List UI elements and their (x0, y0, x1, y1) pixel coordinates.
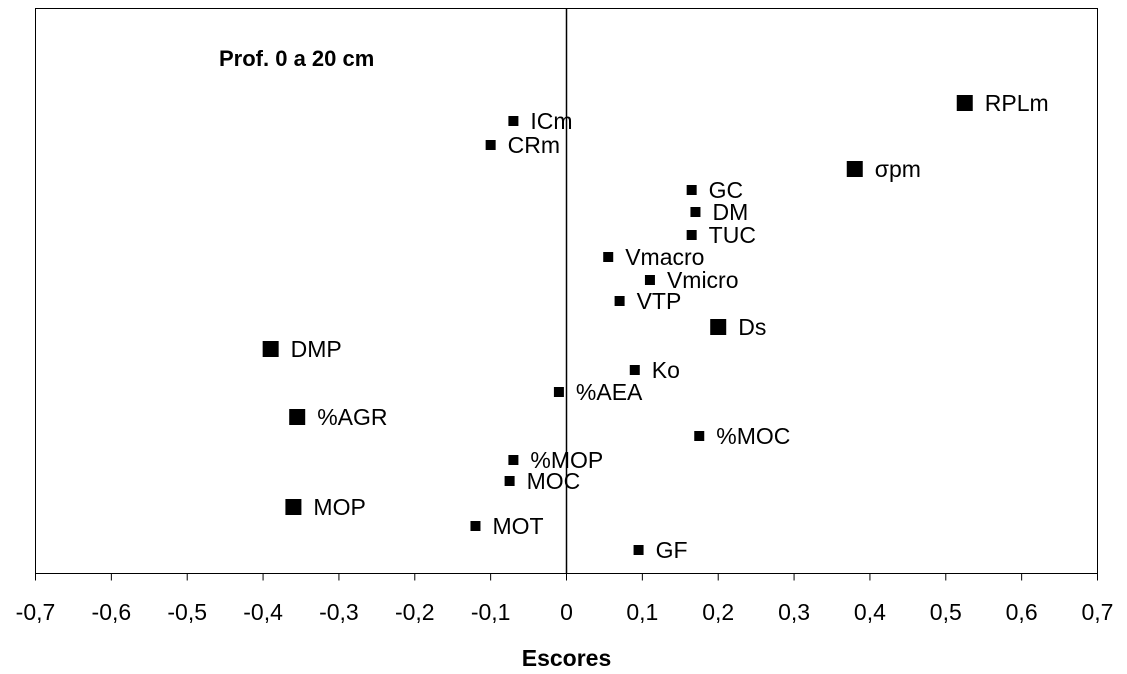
data-point-label: Ko (652, 357, 680, 383)
x-tick-label: -0,6 (92, 599, 132, 625)
data-point-label: GF (656, 537, 688, 563)
x-tick-label: 0,7 (1082, 599, 1114, 625)
x-tick-label: -0,3 (319, 599, 359, 625)
data-point-label: %AEA (576, 379, 643, 405)
data-point-marker (956, 95, 973, 111)
x-tick-label: -0,4 (243, 599, 283, 625)
data-point-label: Vmicro (667, 267, 739, 293)
data-point-marker (504, 476, 515, 486)
x-tick-label: -0,7 (16, 599, 56, 625)
data-point-label: DMP (291, 336, 342, 362)
x-tick-label: -0,5 (167, 599, 207, 625)
data-point-marker (289, 409, 306, 425)
x-tick-label: -0,1 (471, 599, 511, 625)
data-point-marker (508, 455, 519, 465)
data-point-label: RPLm (985, 90, 1049, 116)
data-point-marker (633, 545, 644, 555)
data-point-marker (629, 365, 640, 375)
data-point-marker (614, 296, 625, 306)
data-point-marker (686, 230, 697, 240)
data-point-label: σpm (875, 156, 921, 182)
data-point-marker (694, 431, 705, 441)
data-point-marker (470, 521, 481, 531)
data-point-marker (846, 161, 863, 177)
x-tick-label: 0,3 (778, 599, 810, 625)
x-axis: -0,7 -0,6 -0,5 -0,4 -0,3 -0,2 -0,1 0 0,1 0,2 0,3 0,… (16, 573, 1114, 625)
data-point-marker (262, 341, 279, 357)
x-tick-label: 0,4 (854, 599, 886, 625)
x-tick-label: -0,2 (395, 599, 435, 625)
data-point-marker (644, 275, 655, 285)
data-point-marker (686, 185, 697, 195)
x-axis-title: Escores (522, 645, 612, 671)
data-point-marker (603, 252, 614, 262)
data-point-label: Vmacro (625, 244, 704, 270)
data-point-label: MOP (313, 494, 365, 520)
data-point-marker (485, 140, 496, 150)
data-point-label: %AGR (317, 404, 387, 430)
x-tick-label: 0,5 (930, 599, 962, 625)
data-point-label: %MOP (530, 447, 603, 473)
data-point-label: GC (709, 177, 744, 203)
data-point-label: MOC (527, 468, 581, 494)
data-point-marker (553, 387, 564, 397)
data-point-label: CRm (508, 132, 560, 158)
data-point-marker (285, 499, 302, 515)
data-point-marker (710, 319, 727, 335)
data-point-label: %MOC (716, 423, 790, 449)
data-point-marker (690, 207, 701, 217)
data-point-label: TUC (709, 222, 756, 248)
data-point-marker (508, 116, 519, 126)
data-point-label: Ds (738, 314, 766, 340)
data-point-label: VTP (637, 288, 682, 314)
data-point-label: DM (712, 199, 748, 225)
data-point-label: ICm (530, 108, 572, 134)
chart-title: Prof. 0 a 20 cm (219, 46, 374, 71)
data-point-label: MOT (492, 513, 543, 539)
x-tick-label: 0,1 (626, 599, 658, 625)
x-tick-label: 0,2 (702, 599, 734, 625)
x-tick-label: 0 (560, 599, 573, 625)
x-tick-label: 0,6 (1006, 599, 1038, 625)
